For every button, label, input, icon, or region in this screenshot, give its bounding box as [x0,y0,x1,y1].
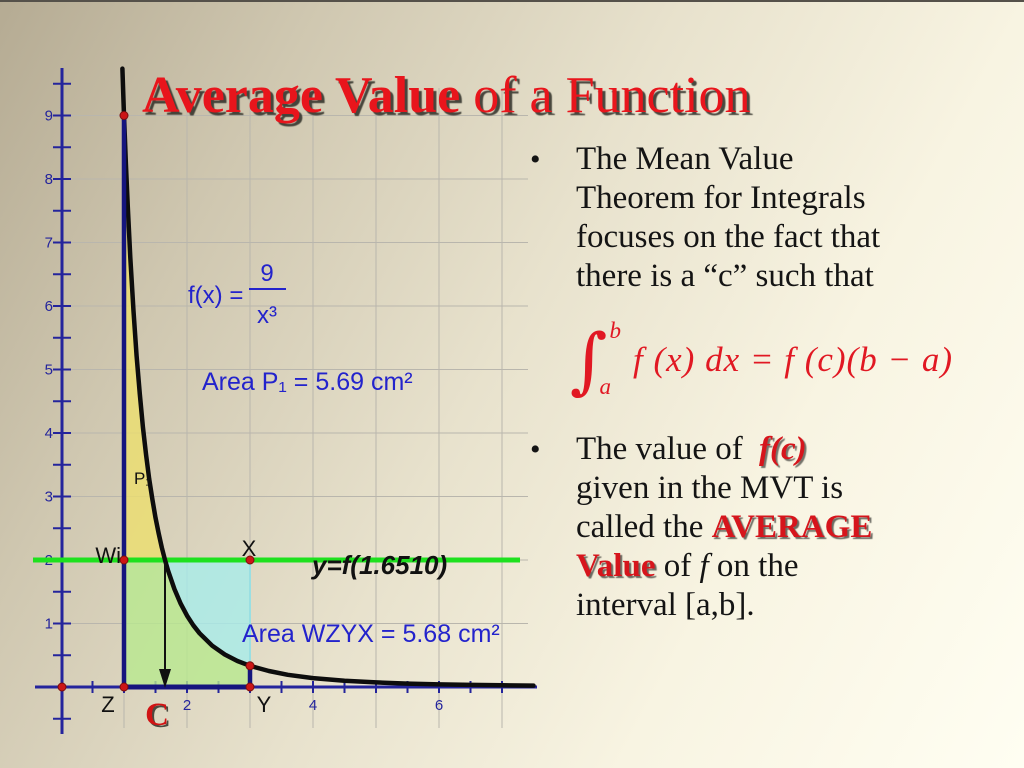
bullet-2-plain: The value of [576,431,752,467]
function-label-lhs: f(x) = [188,282,243,309]
y-tick-9: 9 [45,108,53,125]
average-highlight: AVERAGE [711,509,873,545]
text-column: • The Mean Value Theorem for Integrals f… [530,140,1024,296]
bullet-2-plain: called the [576,509,712,545]
bullet-marker: • [530,143,541,176]
integral-upper-limit: b [609,318,622,343]
bullet-item-1: • The Mean Value Theorem for Integrals f… [530,140,1024,296]
region-label-p1: P₁ [134,469,151,488]
point-label-x: X [242,536,257,561]
y-tick-7: 7 [45,235,53,252]
bullet-2-plain: given in the MVT is [576,470,844,506]
f-italic: f [699,548,709,584]
bullet-2-text: The value of f(c) given in the MVT is ca… [576,430,872,625]
bullet-2-line-2: given in the MVT is [576,469,872,508]
point-label-w: Wi [95,543,121,568]
mvt-integral-formula: ∫ b a f (x) dx = f (c)(b − a) [570,318,953,402]
point-label-y: Y [257,692,272,717]
integral-lower-limit: a [599,374,612,399]
value-highlight: Value [576,548,656,584]
top-edge-line [0,0,1024,2]
c-label-shadow: C [147,699,171,735]
y-tick-4: 4 [45,425,53,442]
c-label: C [145,697,169,733]
y-tick-5: 5 [45,362,53,379]
point-curve-at-3 [245,661,255,671]
integral-limits: b a [600,318,622,399]
cyan-region-above-curve [165,560,250,666]
bullet-2-plain: on the [708,548,799,584]
point-w [119,555,129,565]
bullet-1-line-4: there is a “c” such that [576,258,874,294]
bullet-1-line-2: Theorem for Integrals [576,180,866,216]
curve-path [120,66,536,688]
title-rest: of a Function [460,67,751,124]
function-label-numerator: 9 [260,260,273,287]
bullet-2-line-3: called the AVERAGE [576,508,872,547]
slide-title: Average Value of a Function [142,66,942,125]
f-of-c-highlight: f(c) [759,431,807,467]
y-tick-1: 1 [45,616,53,633]
y-tick-6: 6 [45,298,53,315]
x-tick-4: 4 [309,697,317,714]
point-curve-top [119,111,129,120]
x-tick-2: 2 [183,697,191,714]
bullet-2-plain: of [655,548,700,584]
c-arrow-head [159,669,171,688]
point-y [245,682,255,692]
text-column-2: • The value of f(c) given in the MVT is … [530,430,1024,625]
area-p1-measurement: Area P₁ = 5.69 cm² [202,368,413,396]
x-tick-6: 6 [435,697,443,714]
bullet-1-text: The Mean Value Theorem for Integrals foc… [576,140,880,296]
title-emphasis: Average Value [142,67,461,124]
area-wzyx-measurement: Area WZYX = 5.68 cm² [242,620,500,648]
green-line-label: y=f(1.6510) [310,550,447,580]
point-origin [57,682,67,692]
bullet-2-line-1: The value of f(c) [576,430,872,469]
bullet-2-plain: interval [a,b]. [576,587,755,623]
function-label-denominator: x³ [257,302,277,329]
bullet-2-line-5: interval [a,b]. [576,586,872,625]
integral-sign: ∫ [570,318,608,402]
bullet-2-line-4: Value of f on the [576,547,872,586]
point-label-z: Z [101,692,114,717]
formula-body: f (x) dx = f (c)(b − a) [633,340,953,379]
yellow-region-p1 [124,115,165,560]
green-region-under-curve [124,560,250,687]
bullet-marker: • [530,433,541,466]
y-tick-3: 3 [45,489,53,506]
bullet-1-line-1: The Mean Value [576,141,794,177]
bullet-item-2: • The value of f(c) given in the MVT is … [530,430,1024,625]
point-z [119,682,129,692]
marked-points [57,111,255,692]
y-tick-8: 8 [45,171,53,188]
bullet-1-line-3: focuses on the fact that [576,219,881,255]
point-x [245,555,255,565]
